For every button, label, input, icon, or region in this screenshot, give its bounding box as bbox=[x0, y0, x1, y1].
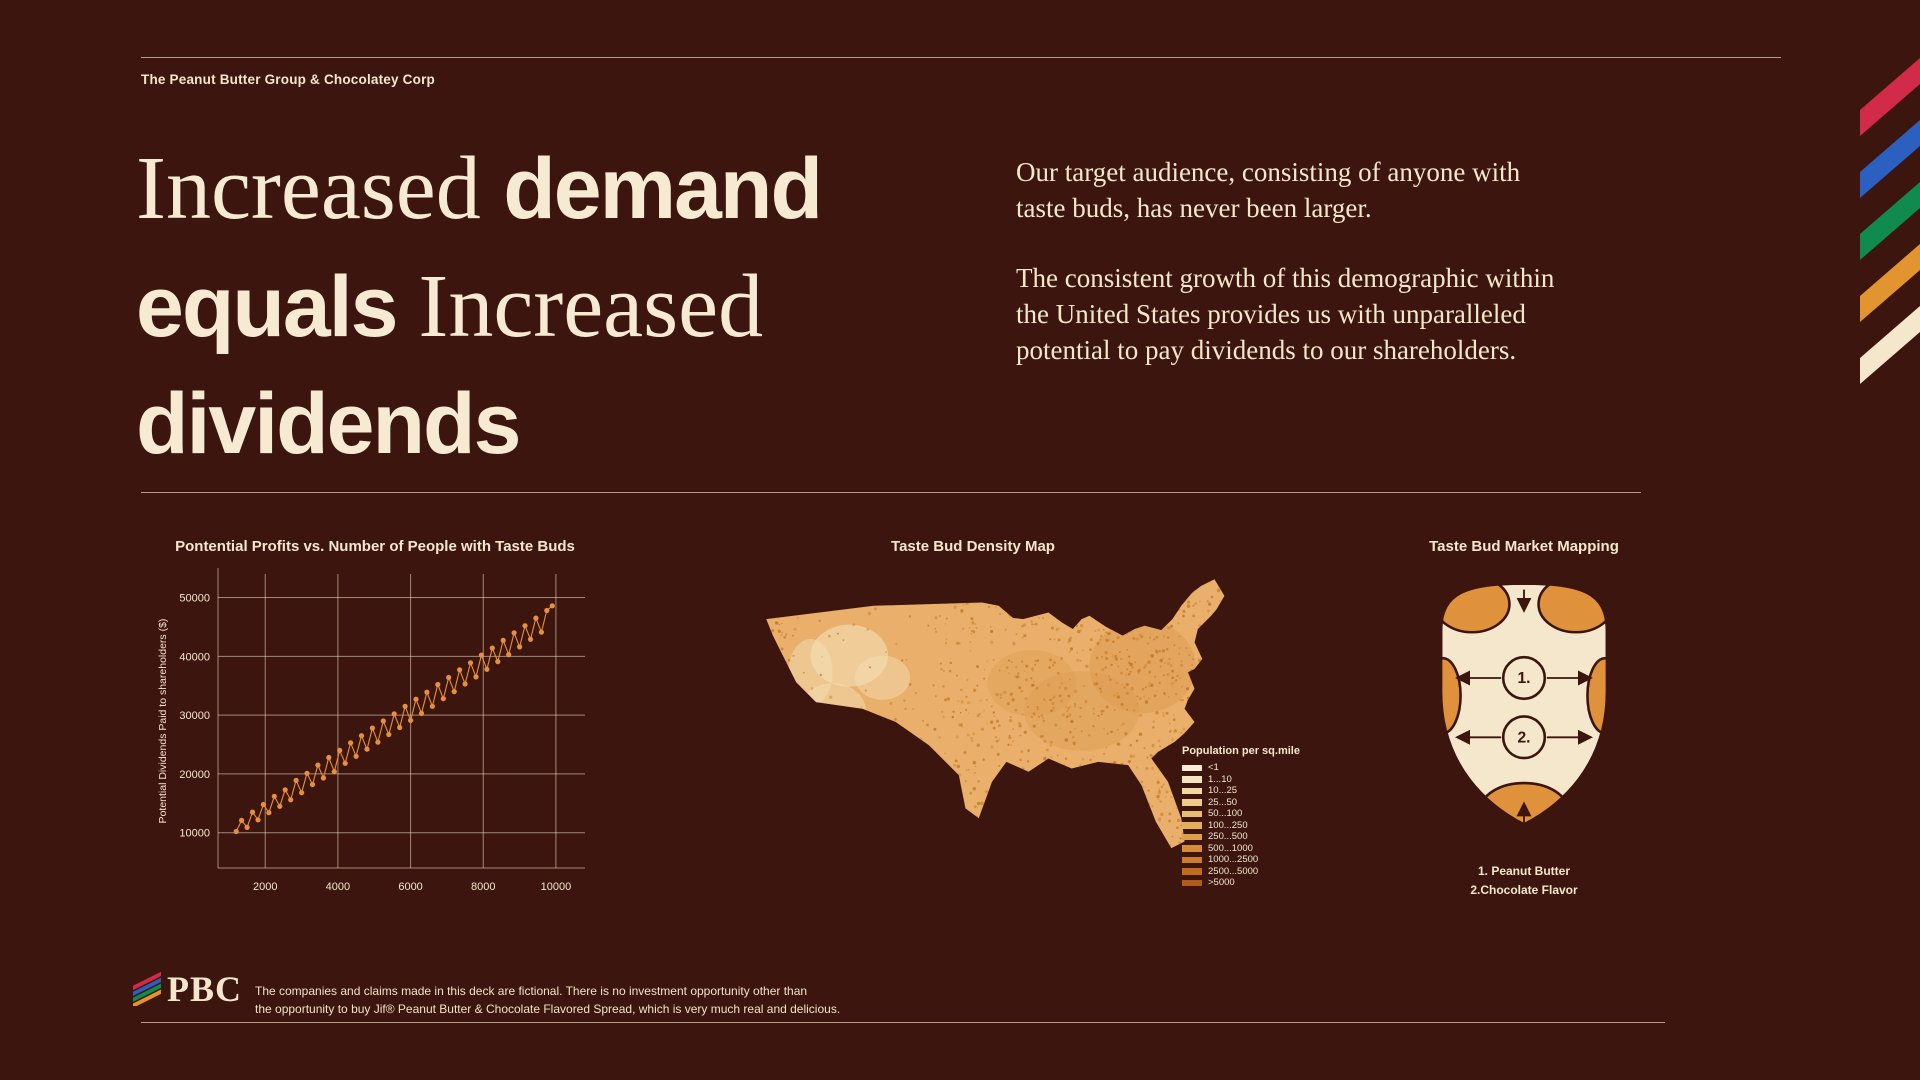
legend-swatch bbox=[1182, 845, 1202, 852]
svg-text:50000: 50000 bbox=[179, 593, 210, 605]
legend-row: 50...100 bbox=[1182, 808, 1312, 820]
svg-text:4000: 4000 bbox=[326, 881, 350, 893]
legend-row: 250...500 bbox=[1182, 831, 1312, 843]
tongue-caption-line1: 1. Peanut Butter bbox=[1477, 864, 1570, 878]
pbc-stripes-icon bbox=[133, 972, 161, 1006]
headline-line: equals Increased bbox=[136, 257, 764, 356]
disclaimer-line-2: the opportunity to buy Jif® Peanut Butte… bbox=[255, 1002, 841, 1016]
headline: Increased demand equals Increased dividend… bbox=[136, 142, 996, 495]
headline-line: Increased demand bbox=[136, 139, 823, 238]
legend-label: 1000...2500 bbox=[1208, 854, 1259, 865]
brand-text: The Peanut Butter Group & Chocolatey Cor… bbox=[141, 72, 435, 87]
marker-circle-2 bbox=[1501, 715, 1547, 760]
legend-label: 1...10 bbox=[1208, 773, 1232, 785]
intro-copy: Our target audience, consisting of anyon… bbox=[1016, 155, 1561, 403]
legend-swatch bbox=[1182, 799, 1202, 806]
svg-text:10000: 10000 bbox=[179, 828, 210, 840]
legend-row: 1000...2500 bbox=[1182, 854, 1312, 866]
legend-swatch bbox=[1182, 833, 1202, 840]
top-divider bbox=[141, 57, 1781, 58]
legend-row: 2500...5000 bbox=[1182, 866, 1312, 878]
legend-label: 100...250 bbox=[1208, 819, 1248, 831]
tongue-diagram: 1. 2. bbox=[1439, 581, 1609, 827]
legend-swatch bbox=[1182, 879, 1202, 886]
svg-text:30000: 30000 bbox=[179, 710, 210, 722]
map-legend: Population per sq.mile <1 1...10 10...25 25… bbox=[1182, 745, 1312, 889]
legend-label: 250...500 bbox=[1208, 831, 1248, 842]
legend-swatch bbox=[1182, 856, 1202, 863]
legend-label: 25...50 bbox=[1208, 796, 1238, 808]
disclaimer-text: The companies and claims made in this de… bbox=[255, 982, 840, 1018]
tongue-caption: 1. Peanut Butter 2.Chocolate Flavor bbox=[1374, 862, 1674, 899]
svg-text:40000: 40000 bbox=[179, 651, 210, 663]
intro-paragraph-1: Our target audience, consisting of anyon… bbox=[1016, 157, 1521, 223]
legend-label: 500...1000 bbox=[1208, 842, 1253, 854]
scatter-chart: 2000 4000 6000 8000 10000 10000 20000 30000 4000… bbox=[157, 568, 585, 893]
legend-label: 50...100 bbox=[1208, 808, 1243, 819]
us-density-map bbox=[766, 579, 1225, 849]
legend-swatch bbox=[1182, 776, 1202, 783]
legend-label: 2500...5000 bbox=[1208, 865, 1259, 877]
disclaimer-line-1: The companies and claims made in this de… bbox=[255, 984, 808, 998]
legend-row: 1...10 bbox=[1182, 774, 1312, 786]
legend-label: >5000 bbox=[1208, 877, 1235, 888]
svg-text:6000: 6000 bbox=[398, 881, 422, 893]
marker-label-1: 1. bbox=[1517, 670, 1530, 687]
legend-label: 10...25 bbox=[1208, 785, 1238, 796]
marker-circle-1 bbox=[1501, 655, 1547, 701]
legend-row: 10...25 bbox=[1182, 785, 1312, 797]
headline-line: dividends bbox=[136, 376, 521, 472]
pbc-logo: PBC bbox=[133, 968, 242, 1010]
section-divider bbox=[141, 492, 1641, 493]
tongue-diagram-title: Taste Bud Market Mapping bbox=[1429, 538, 1619, 555]
map-texture bbox=[766, 579, 1225, 849]
pbc-logo-text: PBC bbox=[167, 969, 242, 1009]
svg-text:2000: 2000 bbox=[253, 881, 277, 893]
map-legend-rows: <1 1...10 10...25 25...50 50...100 100...250 2… bbox=[1182, 762, 1312, 889]
legend-row: 500...1000 bbox=[1182, 843, 1312, 855]
marker-label-2: 2. bbox=[1517, 729, 1530, 746]
legend-label: <1 bbox=[1208, 762, 1219, 773]
density-map-title: Taste Bud Density Map bbox=[891, 538, 1055, 555]
corner-stripes-decoration bbox=[1860, 58, 1920, 384]
svg-text:Potential Dividends Paid to sh: Potential Dividends Paid to shareholders… bbox=[157, 619, 169, 824]
legend-swatch bbox=[1182, 822, 1202, 829]
svg-text:10000: 10000 bbox=[541, 881, 572, 893]
legend-row: <1 bbox=[1182, 762, 1312, 774]
svg-text:8000: 8000 bbox=[471, 881, 495, 893]
legend-swatch bbox=[1182, 764, 1202, 771]
svg-text:20000: 20000 bbox=[179, 769, 210, 781]
intro-paragraph-2: The consistent growth of this demographi… bbox=[1016, 262, 1555, 365]
legend-swatch bbox=[1182, 787, 1202, 794]
legend-row: >5000 bbox=[1182, 877, 1312, 889]
scatter-chart-title: Pontential Profits vs. Number of People … bbox=[175, 538, 575, 555]
tongue-caption-line2: 2.Chocolate Flavor bbox=[1470, 882, 1578, 897]
legend-swatch bbox=[1182, 868, 1202, 875]
legend-row: 100...250 bbox=[1182, 820, 1312, 832]
legend-row: 25...50 bbox=[1182, 797, 1312, 809]
bottom-divider bbox=[141, 1022, 1665, 1023]
legend-swatch bbox=[1182, 810, 1202, 817]
map-legend-title: Population per sq.mile bbox=[1182, 745, 1300, 757]
